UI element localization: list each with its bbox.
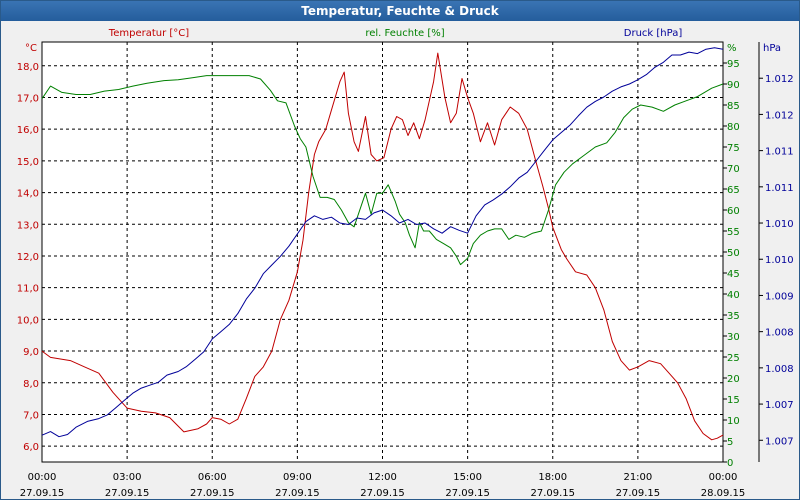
- x-date-label: 27.09.15: [20, 488, 65, 499]
- x-date-label: 27.09.15: [360, 488, 405, 499]
- temperature-tick-label: 12,0: [17, 252, 39, 263]
- x-tick-label: 00:00: [709, 472, 738, 483]
- pressure-tick-label: 1.008: [765, 328, 794, 339]
- temperature-tick-label: 9,0: [23, 347, 39, 358]
- pressure-tick-label: 1.007: [765, 400, 794, 411]
- x-tick-label: 03:00: [113, 472, 142, 483]
- humidity-tick-label: 50: [727, 248, 740, 259]
- temperature-tick-label: 13,0: [17, 220, 39, 231]
- grid: [42, 42, 723, 462]
- humidity-tick-label: 70: [727, 164, 740, 175]
- humidity-tick-label: 20: [727, 374, 740, 385]
- temperature-axis-label: Temperatur [°C]: [108, 28, 189, 39]
- temperature-tick-label: 18,0: [17, 62, 39, 73]
- humidity-tick-label: 80: [727, 122, 740, 133]
- x-date-label: 27.09.15: [530, 488, 575, 499]
- pressure-tick-label: 1.011: [765, 147, 794, 158]
- humidity-tick-label: 60: [727, 206, 740, 217]
- humidity-tick-label: 35: [727, 311, 740, 322]
- pressure-tick-label: 1.009: [765, 291, 794, 302]
- temperature-tick-label: 17,0: [17, 93, 39, 104]
- humidity-tick-label: 90: [727, 80, 740, 91]
- x-tick-label: 21:00: [623, 472, 652, 483]
- temperature-line: [41, 52, 724, 441]
- chart: 00:00 27.09.15 03:00 27.09.15 06:00 27.09.15 0…: [17, 28, 794, 499]
- x-tick-label: 12:00: [368, 472, 397, 483]
- humidity-tick-label: 40: [727, 290, 740, 301]
- humidity-tick-label: 55: [727, 227, 740, 238]
- humidity-tick-label: 30: [727, 332, 740, 343]
- axis-layer: 00:00 27.09.15 03:00 27.09.15 06:00 27.09.15 0…: [17, 42, 794, 499]
- pressure-axis-label: Druck [hPa]: [624, 28, 683, 39]
- temperature-tick-label: 7,0: [23, 410, 39, 421]
- temperature-unit-label: °C: [25, 43, 37, 54]
- humidity-tick-label: 25: [727, 353, 740, 364]
- temperature-tick-label: 6,0: [23, 442, 39, 453]
- x-tick-label: 18:00: [538, 472, 567, 483]
- humidity-tick-label: 45: [727, 269, 740, 280]
- temperature-tick-label: 10,0: [17, 315, 39, 326]
- temperature-tick-label: 14,0: [17, 189, 39, 200]
- pressure-tick-label: 1.012: [765, 110, 794, 121]
- x-date-label: 28.09.15: [701, 488, 746, 499]
- pressure-tick-label: 1.007: [765, 436, 794, 447]
- series-layer: [41, 47, 724, 441]
- x-date-label: 27.09.15: [190, 488, 235, 499]
- x-tick-label: 00:00: [28, 472, 57, 483]
- humidity-tick-label: 5: [727, 437, 733, 448]
- pressure-tick-label: 1.011: [765, 183, 794, 194]
- pressure-tick-label: 1.008: [765, 364, 794, 375]
- humidity-tick-label: 10: [727, 416, 740, 427]
- temperature-tick-label: 8,0: [23, 379, 39, 390]
- humidity-tick-label: 85: [727, 101, 740, 112]
- humidity-unit-label: %: [727, 43, 737, 54]
- humidity-tick-label: 0: [727, 458, 733, 469]
- humidity-tick-label: 65: [727, 185, 740, 196]
- pressure-tick-label: 1.010: [765, 255, 794, 266]
- pressure-tick-label: 1.010: [765, 219, 794, 230]
- humidity-tick-label: 95: [727, 59, 740, 70]
- x-date-label: 27.09.15: [616, 488, 661, 499]
- temperature-tick-label: 16,0: [17, 125, 39, 136]
- humidity-line: [41, 75, 724, 266]
- humidity-axis-label: rel. Feuchte [%]: [365, 28, 444, 39]
- humidity-tick-label: 75: [727, 143, 740, 154]
- humidity-tick-label: 15: [727, 395, 740, 406]
- pressure-line: [41, 47, 724, 438]
- x-date-label: 27.09.15: [445, 488, 490, 499]
- x-date-label: 27.09.15: [105, 488, 150, 499]
- window-title: Temperatur, Feuchte & Druck: [1, 1, 799, 21]
- pressure-unit-label: hPa: [763, 43, 781, 54]
- x-tick-label: 06:00: [198, 472, 227, 483]
- pressure-tick-label: 1.012: [765, 74, 794, 85]
- x-tick-label: 15:00: [453, 472, 482, 483]
- temperature-tick-label: 15,0: [17, 157, 39, 168]
- x-tick-label: 09:00: [283, 472, 312, 483]
- x-date-label: 27.09.15: [275, 488, 320, 499]
- temperature-tick-label: 11,0: [17, 284, 39, 295]
